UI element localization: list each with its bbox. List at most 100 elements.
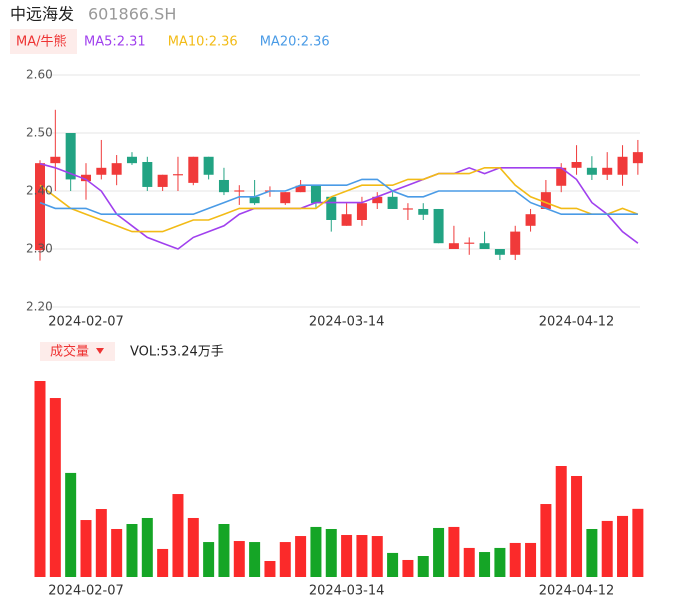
candle-body [372,196,383,204]
x-tick-label: 2024-02-07 [48,584,124,599]
volume-bar [525,542,537,577]
candle-body [387,196,398,209]
volume-bar [448,526,460,577]
stock-code: 601866.SH [88,5,176,24]
y-tick-label: 2.60 [26,68,53,82]
volume-bar [540,504,552,577]
candle-body [50,156,61,164]
volume-bar [65,472,77,577]
stock-name: 中远海发 [10,5,74,24]
candle-body [525,214,536,226]
volume-bar [279,542,291,577]
ma-button[interactable]: MA/牛熊 [16,34,67,50]
volume-bar [632,508,644,577]
volume-bar [586,528,598,577]
vol-button-bg[interactable] [40,342,115,361]
y-tick-label: 2.40 [26,184,53,198]
volume-bar [111,528,123,577]
candle-body [571,162,582,168]
candle-body [295,185,306,193]
candle-body [479,243,490,249]
volume-bar [479,552,491,577]
volume-bar [295,536,307,577]
volume-bar [34,381,46,577]
volume-bar [187,517,199,577]
candle-body [203,156,214,175]
volume-bar [341,535,353,577]
candle-body [35,163,45,251]
vol-label: VOL:53.24万手 [130,345,224,360]
volume-bar [571,475,583,577]
volume-bar [141,517,153,577]
candle-body [96,167,107,175]
volume-bar [356,535,368,577]
volume-bar [172,494,184,577]
candle-body [80,174,91,182]
volume-bar [95,509,107,577]
candle-body [142,162,153,187]
volume-bar [264,560,276,577]
volume-bar [433,527,445,577]
x-tick-label: 2024-02-07 [48,315,124,330]
dropdown-arrow[interactable] [96,348,104,354]
volume-bar [387,552,399,577]
volume-bar [233,541,245,577]
candle-body [464,242,475,244]
legend-entry: MA20:2.36 [260,35,330,50]
candle-body [111,163,122,175]
candle-body [494,249,505,255]
candle-body [341,214,352,226]
volume-bar [601,520,613,577]
candle-body [586,167,597,175]
candle-body [280,192,291,204]
y-tick-label: 2.20 [26,300,53,314]
volume-bar [49,398,61,577]
ma-line [39,167,639,233]
candle-body [157,174,168,187]
volume-bar [463,547,475,577]
candle-body [433,208,444,244]
candle-body [218,179,229,193]
candle-body [249,196,260,204]
x-tick-label: 2024-03-14 [309,315,385,330]
volume-bar [509,542,521,577]
volume-bar [80,520,92,577]
legend-entry: MA5:2.31 [84,35,146,50]
volume-bar [417,556,429,577]
volume-bar [218,523,230,577]
x-tick-label: 2024-03-14 [309,584,385,599]
legend-entry: MA10:2.36 [168,35,238,50]
candle-body [188,156,199,183]
candle-body [65,133,76,180]
volume-bar [617,515,629,577]
volume-bar [555,466,567,577]
ma-line [39,178,638,215]
volume-bar [325,528,337,577]
candle-body [448,243,459,249]
y-tick-label: 2.30 [26,242,53,256]
candle-body [126,156,137,164]
volume-bar [310,526,322,577]
volume-bar [402,559,414,577]
candle-body [556,167,567,186]
candle-body [172,174,183,176]
candle-body [617,156,628,175]
volume-bar [126,523,138,577]
candle-body [418,208,429,215]
x-tick-label: 2024-04-12 [539,315,615,330]
volume-bar [203,542,215,577]
x-tick-label: 2024-04-12 [539,584,615,599]
ma-button-bg[interactable] [10,29,77,54]
candle-body [632,152,643,164]
volume-bar [157,548,169,577]
y-tick-label: 2.50 [26,126,53,140]
volume-bar [371,536,383,577]
candle-body [326,196,337,220]
candle-body [402,208,413,210]
candle-body [234,190,245,192]
candle-body [310,185,321,204]
volume-bar [494,547,506,577]
vol-button[interactable]: 成交量 [50,344,89,360]
candle-body [510,231,521,255]
